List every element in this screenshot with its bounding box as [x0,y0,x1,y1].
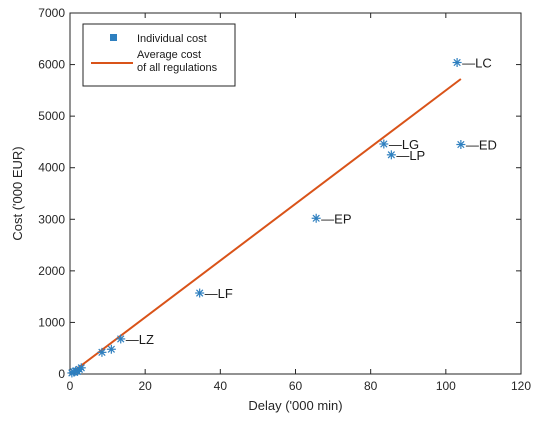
point-label: —LP [396,148,425,163]
data-point [452,58,462,68]
y-tick-label: 2000 [38,264,65,278]
y-tick-label: 6000 [38,58,65,72]
x-tick-label: 40 [214,379,228,393]
x-tick-label: 60 [289,379,303,393]
legend-box [82,23,236,87]
y-tick-label: 0 [58,367,65,381]
y-axis-title: Cost ('000 EUR) [10,146,25,240]
data-point [311,213,321,223]
points-layer [67,58,466,378]
x-axis-title: Delay ('000 min) [248,398,342,413]
y-tick-label: 4000 [38,161,65,175]
point-label: —LF [205,286,233,301]
y-tick-label: 3000 [38,212,65,226]
data-point [379,139,389,149]
x-tick-label: 100 [436,379,456,393]
point-label: —LZ [126,332,154,347]
x-tick-label: 120 [511,379,531,393]
legend-label-average-line-2: of all regulations [137,62,218,74]
x-tick-label: 0 [67,379,74,393]
labels-layer: —LZ —LF —EP —LG—LP —LC —ED [126,56,497,347]
legend-label-individual: Individual cost [137,33,207,45]
y-tick-label: 5000 [38,109,65,123]
data-point [106,344,116,354]
x-tick-label: 20 [138,379,152,393]
point-label: —LG [389,137,419,152]
point-label: —LC [462,56,492,71]
y-tick-label: 7000 [38,6,65,20]
line-layer [69,78,462,375]
data-point [97,347,107,357]
y-tick-label: 1000 [38,315,65,329]
data-point [116,334,126,344]
data-point [195,288,205,298]
average-cost-line [69,78,462,375]
data-point [386,150,396,160]
legend-marker-individual [110,34,117,41]
data-point [456,140,466,150]
legend-label-average-line-1: Average cost [137,49,201,61]
data-point [76,363,86,373]
point-label: —ED [466,138,497,153]
point-label: —EP [321,211,351,226]
x-tick-label: 80 [364,379,378,393]
